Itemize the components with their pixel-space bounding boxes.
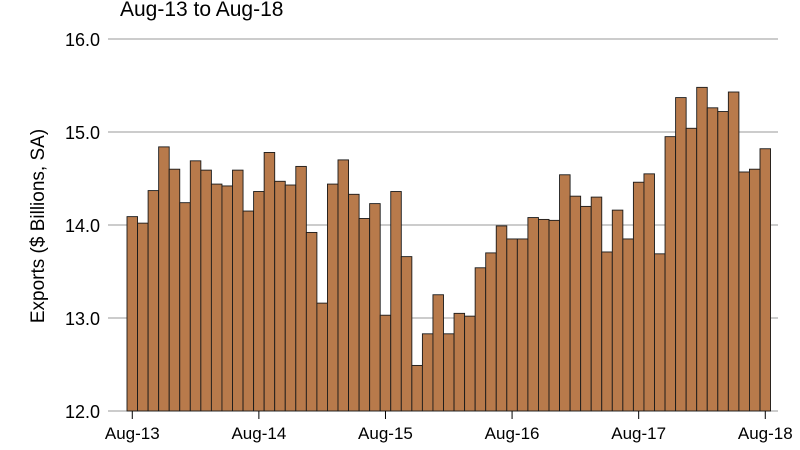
bar [506, 238, 518, 412]
bar [622, 238, 634, 412]
y-tick-label: 14.0 [65, 216, 100, 236]
bar [727, 91, 740, 412]
bar [358, 218, 371, 412]
bar [696, 86, 708, 412]
bar [168, 168, 181, 412]
bar [295, 165, 307, 412]
x-tick-label: Aug-17 [611, 424, 666, 443]
bar [664, 136, 677, 412]
x-tick-label: Aug-13 [105, 424, 160, 443]
bar [738, 171, 750, 412]
bar [590, 196, 603, 412]
bar [400, 256, 413, 412]
bar [369, 203, 381, 412]
x-tick-label: Aug-14 [231, 424, 286, 443]
x-tick-label: Aug-16 [485, 424, 540, 443]
y-tick-label: 13.0 [65, 309, 100, 329]
bar [274, 180, 286, 412]
bar [316, 302, 328, 412]
y-tick-labels: 12.0 13.0 14.0 15.0 16.0 [65, 30, 100, 422]
bar [421, 333, 434, 412]
bar [221, 185, 233, 412]
bar [464, 315, 476, 412]
bar [601, 251, 613, 412]
x-axis: Aug-13 Aug-14 Aug-15 Aug-16 Aug-17 Aug-18 [105, 411, 793, 443]
bar [126, 216, 139, 412]
y-tick-label: 15.0 [65, 123, 100, 143]
x-tick-label: Aug-18 [738, 424, 793, 443]
bars [126, 86, 772, 412]
bar [263, 152, 276, 412]
bar [559, 174, 571, 412]
bar [538, 218, 550, 412]
bar [685, 127, 698, 412]
bar [158, 146, 170, 412]
bar [516, 238, 529, 412]
bar [242, 210, 255, 412]
bar [327, 183, 339, 412]
bar [527, 217, 539, 412]
bar [253, 191, 265, 412]
bar [749, 168, 761, 412]
bar [232, 169, 244, 412]
bar [411, 364, 423, 412]
bar [632, 181, 645, 412]
bar [485, 252, 497, 412]
bar [495, 225, 508, 412]
bar [189, 160, 202, 412]
bar [706, 107, 719, 412]
bar [284, 184, 297, 412]
bar [179, 202, 191, 412]
bar [548, 219, 561, 412]
bar [379, 314, 392, 412]
bar [210, 183, 223, 412]
bar [337, 159, 350, 412]
bar [348, 193, 360, 412]
y-tick-label: 16.0 [65, 30, 100, 50]
bar [675, 97, 687, 412]
bar [654, 253, 666, 412]
bar [443, 333, 455, 412]
chart-subtitle: Aug-13 to Aug-18 [120, 0, 283, 21]
bar [147, 190, 160, 412]
x-tick-label: Aug-15 [358, 424, 413, 443]
bar [611, 209, 624, 412]
bar [643, 173, 655, 412]
bar [432, 294, 444, 412]
bar [759, 148, 772, 412]
bar [453, 312, 466, 412]
y-axis-label: Exports ($ Billions, SA) [28, 129, 49, 323]
bar [569, 195, 582, 412]
bar [580, 205, 592, 412]
y-tick-label: 12.0 [65, 402, 100, 422]
bar [305, 231, 318, 412]
bar [717, 111, 729, 412]
bar [474, 267, 487, 412]
bar [137, 222, 149, 412]
bar [390, 191, 402, 412]
bar [200, 169, 212, 412]
